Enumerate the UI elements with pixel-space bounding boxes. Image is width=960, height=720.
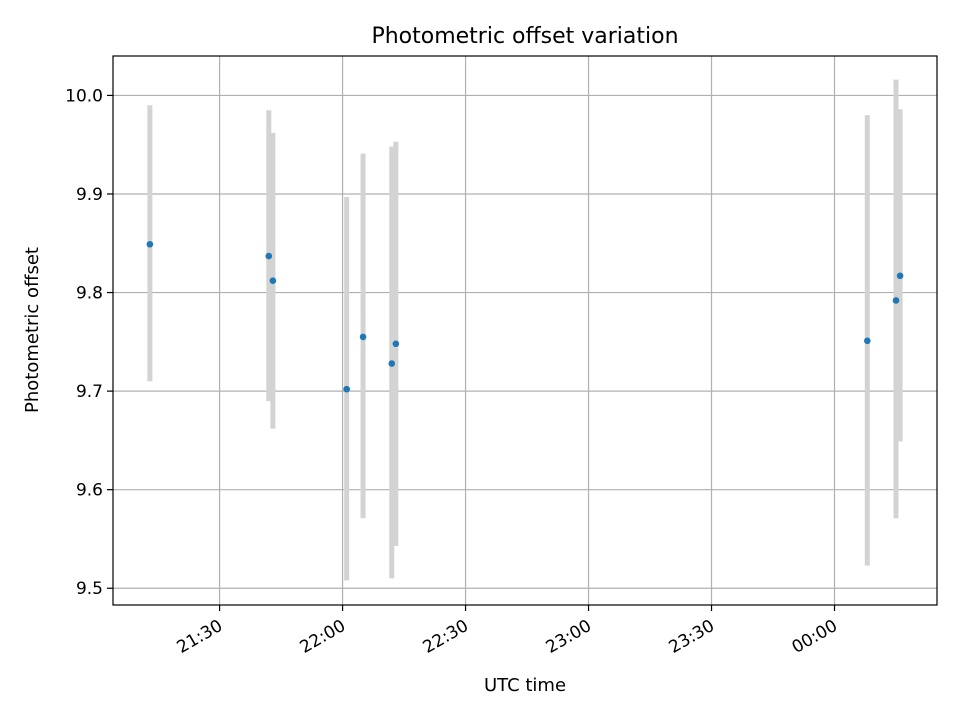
y-tick-label: 9.8 <box>76 284 103 304</box>
grid <box>113 56 937 605</box>
x-tick-label: 23:00 <box>543 616 595 658</box>
x-axis-label: UTC time <box>484 675 566 696</box>
data-point <box>343 385 350 393</box>
y-tick-label: 9.7 <box>76 382 103 402</box>
y-tick-label: 9.5 <box>76 579 103 599</box>
data-point <box>388 360 396 367</box>
x-tick-label: 00:00 <box>789 616 841 658</box>
x-axis-ticks: 21:30 22:00 22:30 23:00 23:30 00:00 <box>174 605 841 658</box>
data-point <box>392 340 400 348</box>
y-axis-ticks: 9.5 9.6 9.7 9.8 9.9 10.0 <box>65 86 113 599</box>
y-axis-label: Photometric offset <box>22 247 43 413</box>
data-points <box>146 240 904 393</box>
data-point <box>265 252 273 260</box>
data-point <box>269 277 277 285</box>
x-tick-label: 21:30 <box>174 616 226 658</box>
data-point <box>864 337 871 345</box>
x-tick-label: 22:30 <box>420 616 472 658</box>
chart-title: Photometric offset variation <box>371 24 678 49</box>
y-tick-label: 9.9 <box>76 185 103 205</box>
y-tick-label: 10.0 <box>65 86 103 106</box>
plot-frame <box>112 55 938 606</box>
y-tick-label: 9.6 <box>76 481 103 501</box>
data-point <box>359 333 367 341</box>
data-point <box>896 272 904 280</box>
error-bars <box>147 79 903 581</box>
data-point <box>146 240 154 248</box>
data-point <box>892 297 900 304</box>
x-tick-label: 23:30 <box>666 616 718 658</box>
x-tick-label: 22:00 <box>297 616 349 658</box>
